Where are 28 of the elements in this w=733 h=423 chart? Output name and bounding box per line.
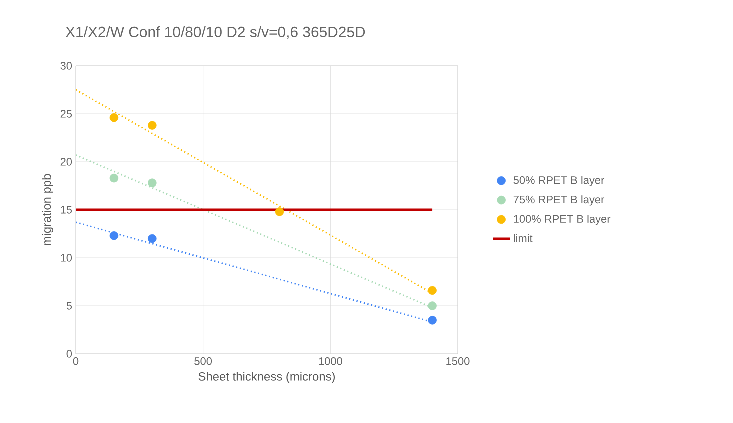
y-tick-label: 25 [60,110,72,118]
legend-label: 75% RPET B layer [514,196,605,206]
y-tick-label: 10 [61,254,72,262]
point [148,234,157,244]
chart-title: X1/X2/W Conf 10/80/10 D2 s/v=0,6 365D25D [66,26,366,40]
point [428,302,437,310]
x-tick-label: 1500 [446,358,470,366]
point [110,232,119,240]
x-tick-label: 0 [73,358,79,366]
legend-label: 50% RPET B layer [514,176,605,186]
point [148,178,157,188]
point [428,286,437,296]
point [428,316,437,325]
point [148,121,157,130]
y-tick-label: 5 [66,302,72,310]
legend-label: 100% RPET B layer [514,214,611,226]
x-axis-title: Sheet thickness (microns) [198,372,335,384]
y-axis-title: migration ppb [42,174,54,246]
point [110,113,119,122]
x-tick-label: 500 [194,358,212,366]
y-tick-label: 15 [61,206,72,214]
point [110,174,119,183]
point [275,208,284,216]
x-tick-label: 1000 [319,358,342,366]
legend-label: limit [514,234,533,242]
y-tick-label: 30 [60,62,72,70]
y-tick-label: 20 [60,158,72,166]
y-tick-label: 0 [66,350,72,358]
